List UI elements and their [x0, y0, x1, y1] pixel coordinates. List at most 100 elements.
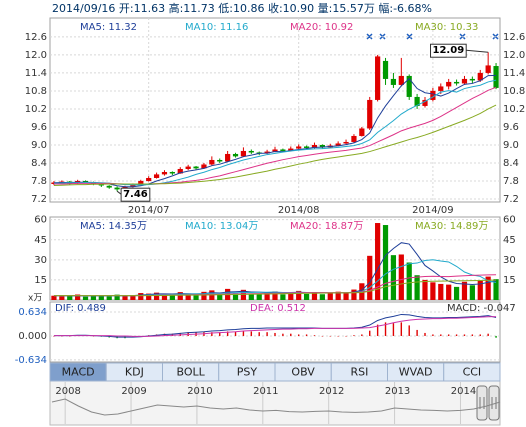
candle-body: [161, 171, 168, 175]
macd-bar: [234, 331, 237, 336]
volume-bar: [319, 294, 325, 300]
indicator-line: [53, 79, 497, 186]
macd-bar: [290, 333, 292, 336]
volume-bar: [453, 286, 460, 300]
indicator-tab[interactable]: KDJ: [105, 362, 163, 382]
candle-body: [303, 146, 310, 148]
volume-bar: [390, 255, 397, 300]
legend-entry: MA5: 11.32: [80, 22, 137, 33]
y-tick-label-right: 11.4: [503, 68, 525, 79]
candle-body: [485, 65, 491, 73]
candle-body: [248, 150, 254, 153]
macd-bar: [440, 334, 442, 336]
scroll-handles[interactable]: [476, 385, 500, 421]
macd-bar: [495, 335, 497, 338]
y-tick-label: 9.0: [31, 140, 47, 151]
volume-bar: [327, 293, 333, 300]
y-tick-label: 9.6: [31, 122, 47, 133]
tab-label[interactable]: OBV: [291, 366, 315, 379]
volume-bar: [382, 225, 389, 300]
volume-bar: [248, 293, 254, 300]
indicator-tab[interactable]: RSI: [330, 362, 388, 382]
y-tick-label-right: 12.6: [503, 32, 525, 43]
volume-bar: [161, 294, 168, 300]
y-tick-label: 10.2: [25, 104, 47, 115]
volume-bar: [51, 295, 57, 300]
annotation-connector: [466, 49, 489, 53]
candle-body: [390, 78, 397, 85]
macd-bar: [226, 331, 229, 336]
indicator-tab[interactable]: MACD: [49, 362, 107, 382]
y-tick-label: 11.4: [25, 68, 47, 79]
y-tick-label-right: 60: [503, 215, 516, 226]
tab-label[interactable]: CCI: [463, 366, 482, 379]
x-tick-label: 2011: [253, 386, 278, 397]
volume-bar: [288, 292, 294, 300]
y-tick-label-right: 7.2: [503, 194, 519, 205]
y-tick-label: -0.634: [15, 355, 47, 366]
candle-body: [217, 159, 223, 162]
macd-bar: [313, 335, 316, 336]
legend-entry: DIF: 0.489: [55, 303, 106, 314]
macd-bar: [408, 325, 410, 336]
macd-bar: [321, 335, 324, 337]
annotation-connector: [116, 190, 122, 195]
y-tick-label: 15: [34, 275, 47, 286]
indicator-tab[interactable]: CCI: [443, 362, 501, 382]
candle-body: [185, 166, 191, 169]
macd-bar: [369, 330, 371, 336]
tab-label[interactable]: MACD: [62, 366, 95, 379]
volume-bar: [296, 290, 302, 300]
macd-bar: [471, 334, 474, 336]
volume-bar: [343, 292, 349, 300]
volume-bar: [406, 262, 412, 300]
volume-bar: [485, 276, 491, 300]
volume-bar: [90, 296, 97, 300]
tab-label[interactable]: RSI: [350, 366, 368, 379]
macd-bar: [447, 334, 450, 336]
macd-bar: [250, 331, 253, 336]
quote-header: 2014/09/16 开:11.63 高:11.73 低:10.86 收:10.…: [52, 1, 432, 15]
macd-bar: [400, 322, 403, 336]
candle-body: [272, 149, 278, 152]
y-tick-label: 60: [34, 215, 47, 226]
volume-bar: [240, 289, 247, 300]
x-tick-label: 2012: [319, 386, 344, 397]
volume-bar: [375, 223, 381, 300]
y-tick-label: 45: [34, 235, 47, 246]
indicator-tab[interactable]: WVAD: [387, 362, 445, 382]
candle-body: [114, 187, 120, 190]
candle-body: [240, 150, 247, 157]
tab-label[interactable]: KDJ: [125, 366, 144, 379]
tab-background[interactable]: [443, 362, 501, 382]
indicator-tab[interactable]: PSY: [218, 362, 276, 382]
candle-body: [146, 177, 152, 181]
tab-label[interactable]: PSY: [237, 366, 258, 379]
volume-bar: [67, 295, 73, 300]
volume-bar: [422, 279, 428, 300]
y-tick-label: 12.0: [25, 50, 47, 61]
candle-body: [422, 99, 428, 106]
volume-bar: [430, 282, 436, 300]
macd-bar: [305, 334, 308, 336]
volume-bar: [232, 293, 239, 300]
indicator-line: [53, 74, 497, 188]
tab-label[interactable]: BOLL: [176, 366, 205, 379]
macd-bar: [361, 334, 363, 336]
volume-bar: [217, 293, 223, 300]
macd-bar: [432, 334, 434, 336]
candle-body: [351, 135, 357, 142]
tab-label[interactable]: WVAD: [399, 366, 433, 379]
macd-bar: [416, 329, 418, 336]
volume-bar: [106, 296, 112, 300]
indicator-tab[interactable]: OBV: [274, 362, 332, 382]
candle-body: [311, 144, 318, 148]
macd-bar: [219, 332, 221, 336]
macd-bar: [258, 332, 260, 336]
y-tick-label: 7.8: [31, 176, 47, 187]
candle-body: [193, 166, 199, 169]
volume-bar: [122, 295, 128, 300]
indicator-tab[interactable]: BOLL: [162, 362, 220, 382]
candle-body: [446, 81, 452, 87]
